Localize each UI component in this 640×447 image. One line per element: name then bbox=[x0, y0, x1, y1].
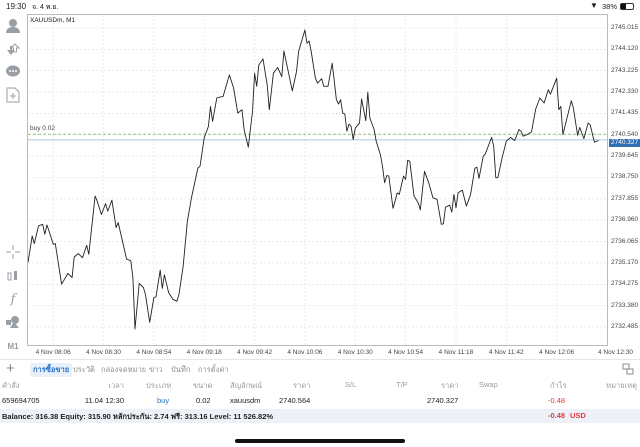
y-tick-label: 2736.960 bbox=[611, 216, 639, 224]
chart-canvas bbox=[28, 15, 607, 345]
y-tick-label: 2740.540 bbox=[611, 130, 639, 138]
new-document-icon[interactable] bbox=[4, 86, 22, 104]
col-symbol: สัญลักษณ์ bbox=[230, 381, 263, 390]
account-icon[interactable] bbox=[4, 17, 22, 35]
x-tick-label: 4 Nov 12:30 bbox=[598, 349, 634, 356]
col-profit: กำไร bbox=[550, 381, 567, 390]
x-tick-label: 4 Nov 09:42 bbox=[237, 349, 273, 356]
x-tick-label: 4 Nov 08:54 bbox=[136, 349, 172, 356]
tab-trade[interactable]: การซื้อขาย bbox=[30, 363, 73, 377]
col-open-price: ราคา bbox=[293, 381, 311, 390]
price-series-line bbox=[28, 29, 599, 330]
y-tick-label: 2734.275 bbox=[611, 280, 639, 288]
col-time: เวลา bbox=[108, 381, 124, 390]
time-axis: 4 Nov 08:06 4 Nov 08:30 4 Nov 08:54 4 Nov 0… bbox=[27, 347, 640, 359]
table-row[interactable]: 659694705 11.04 12:30 buy 0.02 xauusdm 2… bbox=[0, 394, 640, 408]
order-profit: -0.48 bbox=[548, 396, 566, 405]
y-tick-label: 2743.225 bbox=[611, 66, 639, 74]
x-tick-label: 4 Nov 08:30 bbox=[85, 349, 122, 356]
price-axis: 2745.015 2744.120 2743.225 2742.330 2741.435… bbox=[609, 14, 640, 346]
price-chart[interactable]: XAUUSDm, M1 buy 0.02 bbox=[27, 14, 608, 346]
y-tick-label: 2732.485 bbox=[611, 322, 639, 330]
y-tick-label: 2745.015 bbox=[611, 24, 639, 31]
split-view-icon[interactable] bbox=[622, 363, 634, 377]
objects-icon[interactable] bbox=[4, 313, 22, 331]
currency: USD bbox=[570, 411, 586, 420]
y-tick-label: 2733.380 bbox=[611, 301, 639, 309]
col-order: คำสั่ง bbox=[2, 381, 20, 390]
col-comment: หมายเหตุ bbox=[606, 381, 637, 390]
y-tick-label: 2741.435 bbox=[611, 109, 639, 117]
x-tick-label: 4 Nov 10:54 bbox=[388, 349, 424, 356]
order-current-price: 2740.327 bbox=[427, 396, 459, 405]
order-type: buy bbox=[157, 396, 170, 405]
x-tick-label: 4 Nov 10:30 bbox=[337, 349, 373, 356]
order-size: 0.02 bbox=[196, 396, 211, 405]
status-bar: 19:30 จ. 4 พ.ย. ▼ 38% bbox=[0, 0, 640, 13]
buy-line-label: buy 0.02 bbox=[30, 125, 55, 133]
crosshair-icon[interactable] bbox=[4, 243, 22, 261]
order-id: 659694705 bbox=[2, 396, 40, 405]
y-tick-label: 2735.170 bbox=[611, 258, 639, 266]
x-tick-label: 4 Nov 09:18 bbox=[186, 349, 222, 356]
chart-symbol-label: XAUUSDm, M1 bbox=[30, 17, 76, 24]
order-open-price: 2740.564 bbox=[279, 396, 311, 405]
plus-icon[interactable]: + bbox=[6, 360, 15, 377]
current-price-label: 2740.327 bbox=[609, 139, 640, 148]
left-toolbar: f M1 bbox=[0, 14, 27, 354]
status-date: จ. 4 พ.ย. bbox=[32, 4, 59, 11]
tab-mailbox[interactable]: กล่องจดหมาย bbox=[101, 365, 147, 374]
tab-journal[interactable]: บันทึก bbox=[171, 365, 191, 374]
trade-arrows-icon[interactable] bbox=[4, 41, 22, 59]
total-profit: -0.48 bbox=[548, 411, 566, 420]
x-tick-label: 4 Nov 10:06 bbox=[287, 349, 323, 356]
x-tick-label: 4 Nov 12:06 bbox=[539, 349, 575, 356]
wifi-icon: ▼ bbox=[590, 1, 598, 10]
x-tick-label: 4 Nov 11:18 bbox=[438, 349, 474, 356]
y-tick-label: 2738.750 bbox=[611, 173, 639, 181]
y-tick-label: 2742.330 bbox=[611, 88, 639, 96]
indicators-icon[interactable] bbox=[4, 267, 22, 285]
order-time: 11.04 12:30 bbox=[84, 396, 124, 405]
timeframe-icon[interactable]: M1 bbox=[7, 341, 19, 351]
y-tick-label: 2739.645 bbox=[611, 152, 639, 160]
tab-settings[interactable]: การตั้งค่า bbox=[198, 365, 229, 374]
table-header: คำสั่ง เวลา ประเภท ขนาด สัญลักษณ์ ราคา S… bbox=[0, 378, 640, 390]
col-type: ประเภท bbox=[146, 381, 172, 390]
col-size: ขนาด bbox=[193, 381, 213, 390]
x-tick-label: 4 Nov 08:06 bbox=[35, 349, 71, 356]
balance-row: Balance: 316.38 Equity: 315.90 หลักประกั… bbox=[0, 409, 640, 423]
col-price: ราคา bbox=[441, 381, 459, 390]
y-tick-label: 2736.065 bbox=[611, 237, 639, 245]
battery-percent: 38% bbox=[602, 2, 618, 11]
tab-history[interactable]: ประวัติ bbox=[73, 365, 95, 374]
clock: 19:30 bbox=[6, 2, 27, 11]
x-tick-label: 4 Nov 11:42 bbox=[489, 349, 524, 356]
col-sl: S/L bbox=[345, 380, 357, 389]
balance-summary: Balance: 316.38 Equity: 315.90 หลักประกั… bbox=[2, 412, 274, 421]
battery-icon bbox=[620, 3, 634, 10]
y-tick-label: 2737.855 bbox=[611, 194, 639, 202]
y-tick-label: 2744.120 bbox=[611, 45, 639, 53]
tab-news[interactable]: ข่าว bbox=[149, 365, 163, 374]
chat-icon[interactable] bbox=[4, 63, 22, 81]
function-icon[interactable]: f bbox=[10, 291, 16, 307]
terminal-tab-bar: + การซื้อขาย ประวัติ กล่องจดหมาย ข่าว บั… bbox=[0, 359, 640, 377]
home-indicator bbox=[235, 439, 405, 443]
col-tp: T/P bbox=[396, 380, 408, 389]
order-symbol: xauusdm bbox=[230, 396, 261, 405]
col-swap: Swap bbox=[479, 380, 498, 389]
